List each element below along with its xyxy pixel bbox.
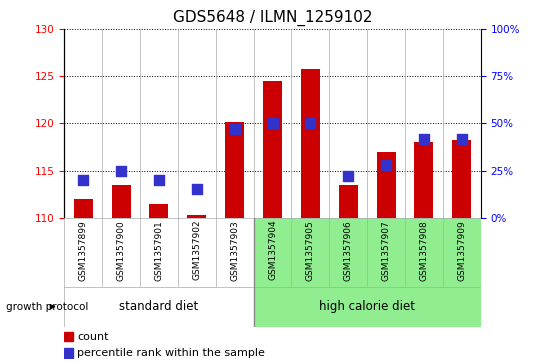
Point: [419, 136, 428, 142]
Text: GSM1357906: GSM1357906: [344, 220, 353, 281]
Point: [344, 174, 353, 179]
Point: [154, 177, 163, 183]
Bar: [74, 199, 93, 218]
Text: growth protocol: growth protocol: [6, 302, 88, 312]
Text: GSM1357909: GSM1357909: [457, 220, 466, 281]
Text: GSM1357903: GSM1357903: [230, 220, 239, 281]
Point: [268, 121, 277, 126]
Text: GSM1357901: GSM1357901: [154, 220, 163, 281]
Bar: [225, 122, 244, 218]
Bar: [414, 142, 433, 218]
Bar: [339, 185, 358, 218]
Text: GSM1357900: GSM1357900: [117, 220, 126, 281]
Bar: [301, 69, 320, 218]
Bar: [187, 215, 206, 218]
Bar: [263, 81, 282, 218]
Text: GSM1357899: GSM1357899: [79, 220, 88, 281]
Bar: [254, 287, 481, 327]
Point: [230, 126, 239, 132]
Point: [79, 177, 88, 183]
Text: GSM1357907: GSM1357907: [382, 220, 391, 281]
Bar: [377, 152, 396, 218]
Text: GSM1357905: GSM1357905: [306, 220, 315, 281]
Text: GSM1357902: GSM1357902: [192, 220, 201, 281]
Point: [457, 136, 466, 142]
Point: [382, 162, 391, 168]
Bar: [452, 140, 471, 218]
Bar: [112, 185, 131, 218]
Text: percentile rank within the sample: percentile rank within the sample: [77, 348, 266, 358]
Point: [192, 187, 201, 192]
Bar: [64, 348, 73, 358]
Title: GDS5648 / ILMN_1259102: GDS5648 / ILMN_1259102: [173, 10, 372, 26]
Text: GSM1357904: GSM1357904: [268, 220, 277, 281]
Text: GSM1357908: GSM1357908: [419, 220, 428, 281]
Point: [117, 168, 126, 174]
Bar: [254, 218, 481, 287]
Point: [306, 121, 315, 126]
Text: high calorie diet: high calorie diet: [319, 300, 415, 313]
Bar: [149, 204, 168, 218]
Text: count: count: [77, 331, 109, 342]
Bar: [64, 332, 73, 341]
Text: standard diet: standard diet: [119, 300, 198, 313]
